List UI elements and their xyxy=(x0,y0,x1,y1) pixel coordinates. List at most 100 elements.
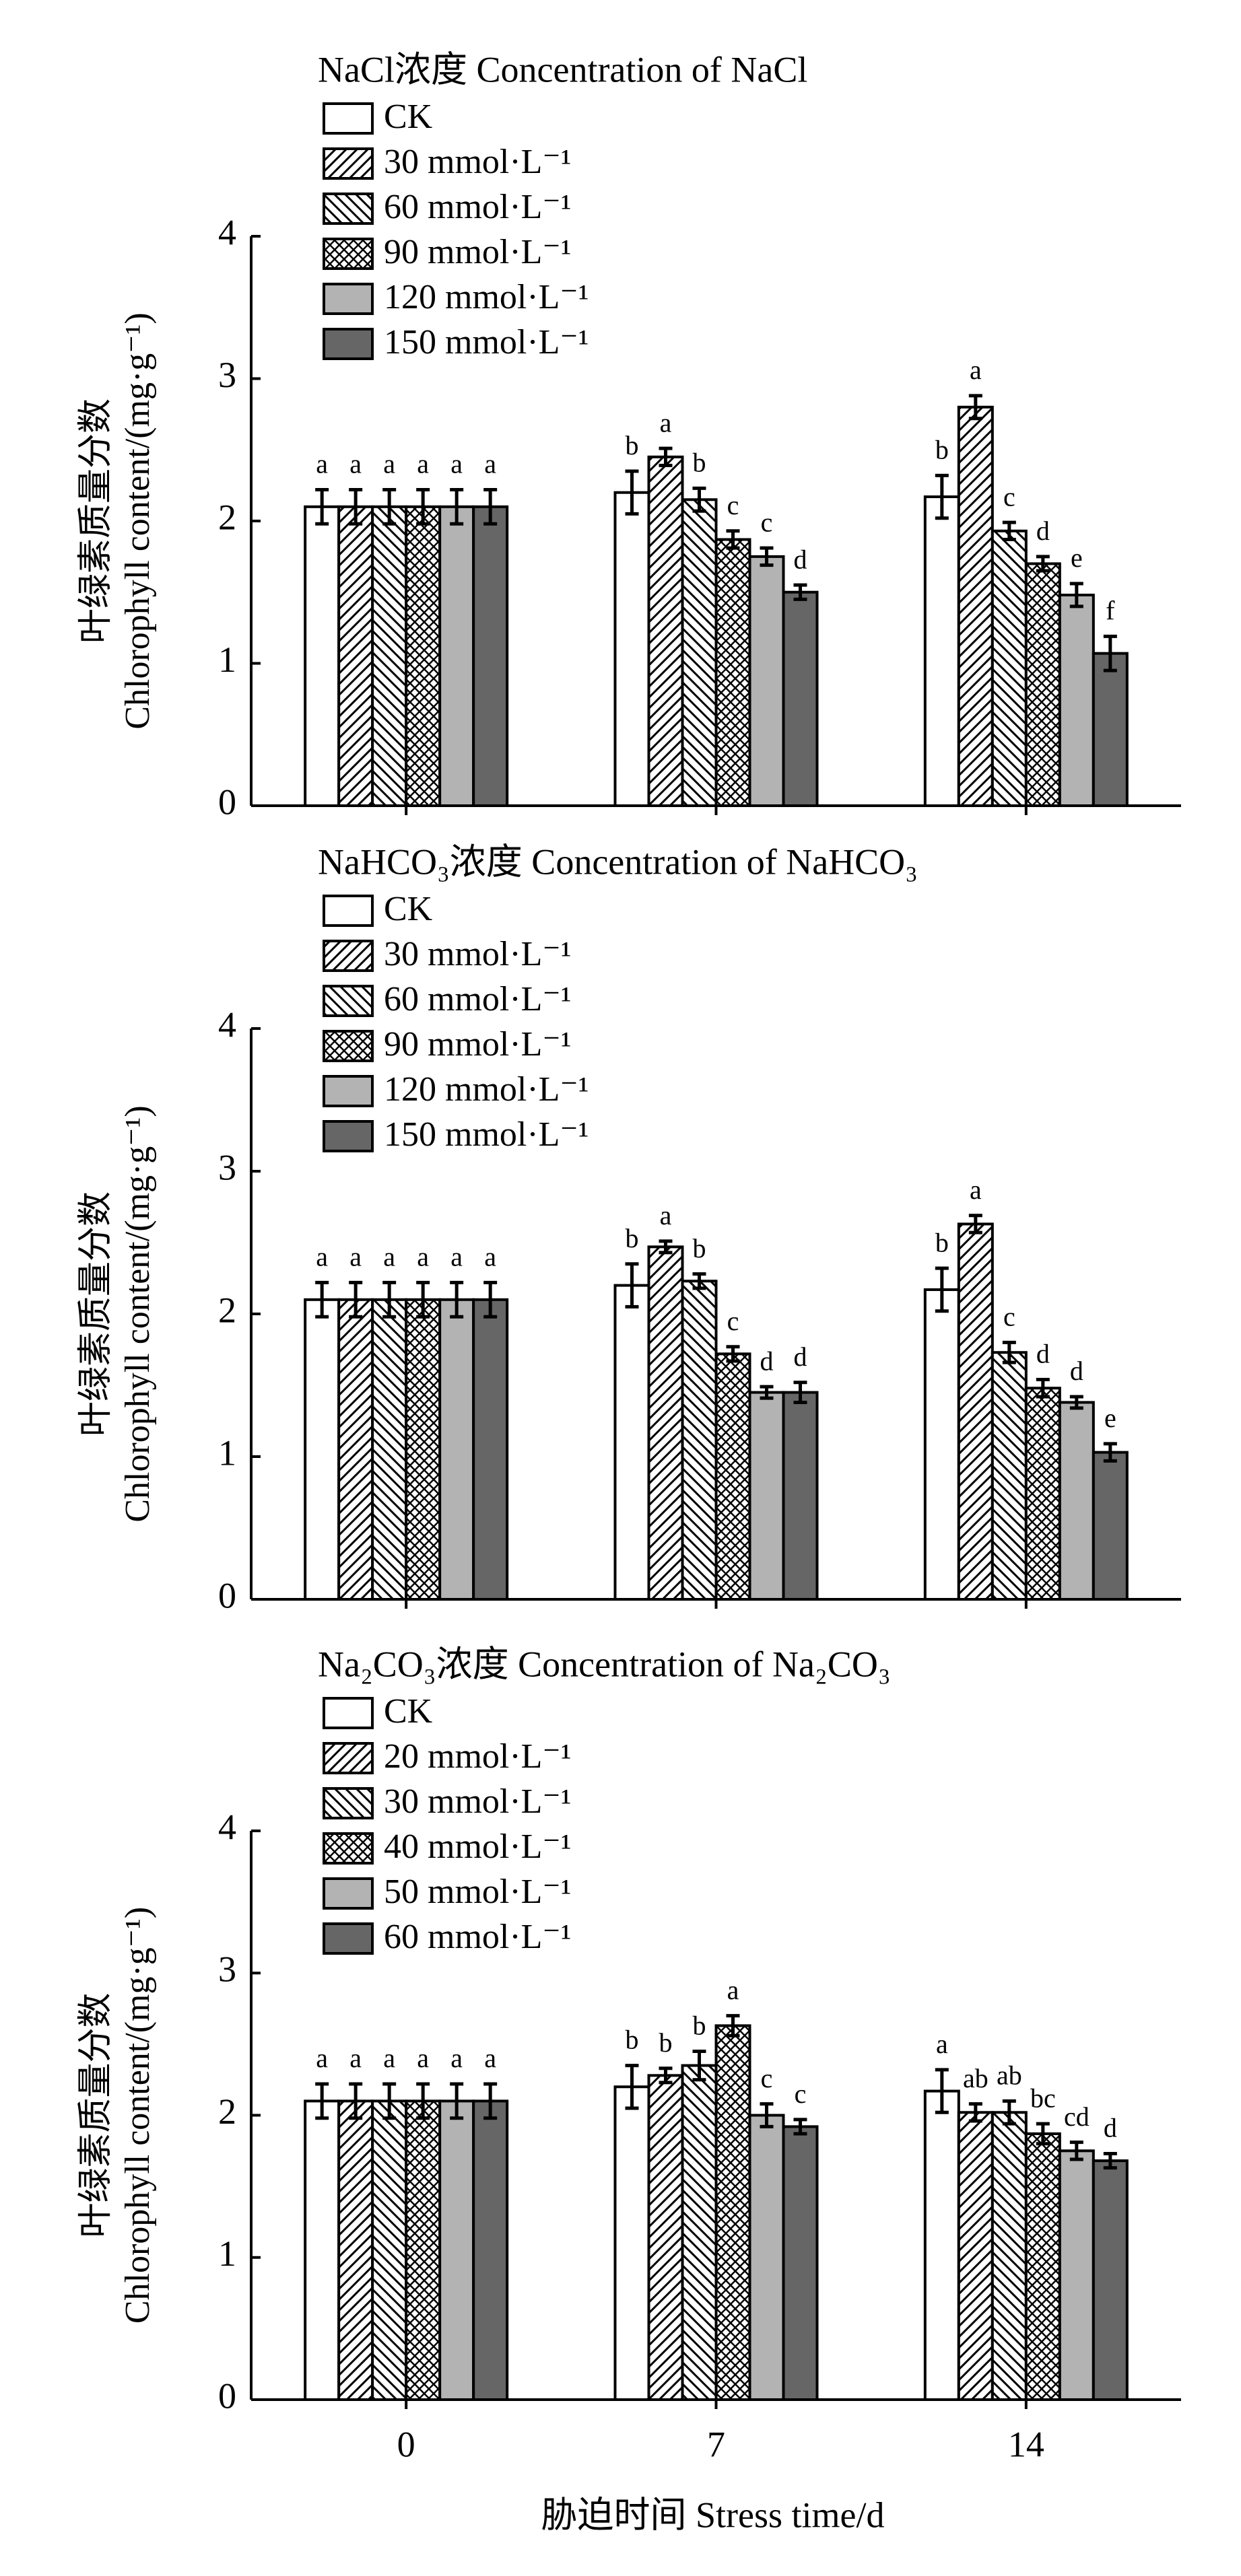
significance-letter: a xyxy=(970,1175,982,1205)
error-bar xyxy=(349,2082,363,2120)
error-bar xyxy=(416,1280,430,1319)
significance-letter: e xyxy=(1071,543,1083,573)
significance-letter: cd xyxy=(1064,2101,1089,2132)
significance-letter: a xyxy=(660,1200,672,1230)
legend-swatch xyxy=(323,940,374,972)
significance-letter: b xyxy=(626,1223,639,1253)
bar xyxy=(371,1298,408,1601)
bar xyxy=(438,1298,475,1601)
error-bar xyxy=(625,1262,639,1309)
y-tick-label: 4 xyxy=(218,1004,236,1045)
significance-letter: a xyxy=(417,1242,429,1272)
error-bar xyxy=(382,487,397,526)
significance-letter: a xyxy=(316,1242,328,1272)
y-tick-label: 0 xyxy=(218,781,236,822)
y-tick-label: 0 xyxy=(218,1575,236,1615)
significance-letter: ab xyxy=(997,2060,1022,2091)
error-bar xyxy=(1103,634,1117,672)
significance-letter: c xyxy=(761,2063,773,2093)
bar xyxy=(748,2114,785,2401)
legend-swatch xyxy=(323,1075,374,1107)
error-bar xyxy=(760,1385,774,1400)
error-bar xyxy=(692,486,706,513)
bar xyxy=(1058,2149,1095,2401)
error-bar xyxy=(1069,1395,1083,1410)
bar xyxy=(647,455,684,807)
y-axis-label: 叶绿素质量分数 xyxy=(77,1992,115,2237)
y-axis-label: Chlorophyll content/(mg·g⁻¹) xyxy=(119,1907,157,2324)
y-tick-label: 1 xyxy=(218,1432,236,1473)
bar xyxy=(613,491,650,807)
legend-label: 150 mmol·L⁻¹ xyxy=(384,1115,589,1154)
significance-letter: d xyxy=(760,1346,774,1376)
legend-label: 120 mmol·L⁻¹ xyxy=(384,1070,589,1109)
error-bar xyxy=(450,487,464,526)
bar xyxy=(405,1298,442,1601)
significance-letter: a xyxy=(484,1242,496,1272)
legend-swatch xyxy=(323,1877,374,1910)
significance-letter: a xyxy=(349,449,362,479)
y-tick-label: 1 xyxy=(218,2233,236,2274)
legend-swatch xyxy=(323,1832,374,1865)
legend-label: 30 mmol·L⁻¹ xyxy=(384,935,571,973)
significance-letter: a xyxy=(316,449,328,479)
error-bar xyxy=(726,2014,740,2038)
error-bar xyxy=(315,1280,329,1319)
significance-letter: b xyxy=(693,2011,706,2041)
bar xyxy=(1024,2132,1061,2401)
bar xyxy=(337,505,374,807)
error-bar xyxy=(1002,2099,1016,2126)
significance-letter: d xyxy=(794,544,807,574)
significance-letter: d xyxy=(1036,1339,1050,1369)
legend-label: 40 mmol·L⁻¹ xyxy=(384,1827,571,1866)
bar xyxy=(371,2099,408,2401)
error-bar xyxy=(935,1266,949,1313)
y-tick-label: 2 xyxy=(218,497,236,537)
bar xyxy=(304,1298,341,1601)
legend-swatch xyxy=(323,1787,374,1819)
bar xyxy=(681,1280,718,1601)
bar xyxy=(748,555,785,807)
significance-letter: c xyxy=(727,1306,739,1336)
bar xyxy=(647,1245,684,1601)
significance-letter: d xyxy=(1070,1356,1083,1386)
significance-letter: a xyxy=(383,1242,395,1272)
error-bar xyxy=(1103,2152,1117,2170)
error-bar xyxy=(659,2066,673,2085)
bar xyxy=(472,2099,509,2401)
significance-letter: a xyxy=(450,449,463,479)
chart-title: Na₂CO₃浓度 Concentration of Na₂CO₃ xyxy=(318,1644,891,1684)
legend-label: 60 mmol·L⁻¹ xyxy=(384,1918,571,1956)
significance-letter: a xyxy=(417,2043,429,2073)
legend-label: 90 mmol·L⁻¹ xyxy=(384,233,571,271)
legend-swatch xyxy=(323,328,374,360)
y-tick-label: 4 xyxy=(218,1807,236,1847)
bar xyxy=(681,2064,718,2401)
legend-label: 120 mmol·L⁻¹ xyxy=(384,278,589,316)
y-tick-label: 3 xyxy=(218,1147,236,1187)
error-bar xyxy=(416,487,430,526)
error-bar xyxy=(382,1280,397,1319)
bar xyxy=(304,505,341,807)
significance-letter: a xyxy=(450,2043,463,2073)
bar xyxy=(613,1284,650,1601)
error-bar xyxy=(625,469,639,516)
significance-letter: b xyxy=(693,1233,706,1263)
legend-swatch xyxy=(323,283,374,315)
significance-letter: b xyxy=(659,2027,673,2058)
legend-label: 20 mmol·L⁻¹ xyxy=(384,1737,571,1776)
bar xyxy=(438,505,475,807)
error-bar xyxy=(760,546,774,567)
bar xyxy=(991,1351,1028,1601)
legend-swatch xyxy=(323,1120,374,1152)
significance-letter: d xyxy=(1104,2113,1117,2143)
significance-letter: c xyxy=(1003,1302,1015,1332)
bar xyxy=(371,505,408,807)
significance-letter: a xyxy=(349,2043,362,2073)
y-tick-label: 2 xyxy=(218,1290,236,1330)
significance-letter: a xyxy=(417,449,429,479)
x-tick-label: 14 xyxy=(1008,2424,1044,2464)
bar xyxy=(748,1391,785,1601)
bar xyxy=(991,2111,1028,2401)
